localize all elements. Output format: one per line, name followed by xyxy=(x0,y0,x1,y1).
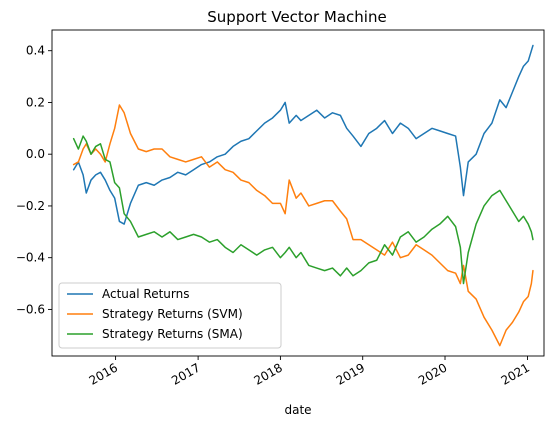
series-line-3 xyxy=(72,135,534,285)
y-tick-label: −0.6 xyxy=(16,302,45,316)
legend-label: Actual Returns xyxy=(102,287,189,301)
chart-title: Support Vector Machine xyxy=(207,8,386,26)
y-tick-label: −0.4 xyxy=(16,251,45,265)
legend-box xyxy=(58,282,282,349)
legend: Actual Returns Strategy Returns (SVM) Stra… xyxy=(58,282,282,349)
y-tick-label: 0.2 xyxy=(26,95,45,109)
legend-label: Strategy Returns (SMA) xyxy=(102,327,243,341)
y-tick-label: −0.2 xyxy=(16,199,45,213)
y-tick-label: 0.0 xyxy=(26,147,45,161)
legend-label: Strategy Returns (SVM) xyxy=(102,307,243,321)
x-axis-label: date xyxy=(284,403,311,417)
series-line-1 xyxy=(72,44,534,225)
y-tick-label: 0.4 xyxy=(26,44,45,58)
plot-area xyxy=(72,44,534,347)
axes-frame xyxy=(51,29,545,357)
series-line-2 xyxy=(72,104,534,347)
